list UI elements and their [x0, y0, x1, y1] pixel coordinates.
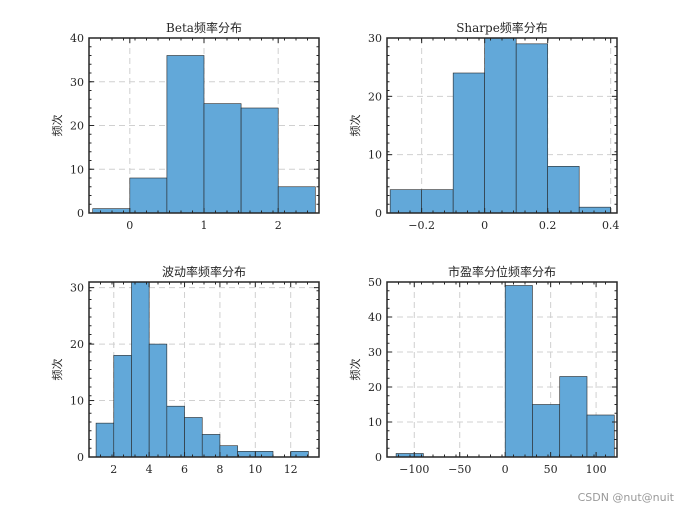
volatility-x-tick-label: 2	[110, 463, 117, 476]
volatility-chart-title: 波动率频率分布	[162, 264, 246, 279]
pe-percentile-y-tick-label: 30	[368, 346, 382, 359]
volatility-y-tick-label: 30	[70, 282, 84, 295]
pe-percentile-y-tick-label: 0	[375, 451, 382, 464]
sharpe-x-tick-label: 0	[481, 219, 488, 232]
volatility-bars	[95, 281, 309, 458]
beta-y-tick-label: 30	[70, 76, 84, 89]
pe-percentile-minor-ticks	[387, 282, 617, 457]
volatility-x-tick-label: 8	[216, 463, 223, 476]
beta-bar-4	[203, 103, 242, 214]
volatility-bar-9	[237, 451, 256, 458]
sharpe-x-tick-label: −0.2	[408, 219, 435, 232]
sharpe-y-tick-label: 30	[368, 32, 382, 45]
beta-x-tick-label: 2	[275, 219, 282, 232]
sharpe-minor-ticks	[387, 38, 617, 213]
pe-percentile-bar-2	[504, 285, 533, 458]
sharpe-chart-title: Sharpe频率分布	[456, 20, 548, 35]
volatility-x-tick-label: 10	[248, 463, 262, 476]
pe-percentile-x-tick-label: −50	[448, 463, 471, 476]
volatility-bar-7	[201, 434, 221, 458]
pe-percentile-x-tick-label: 100	[586, 463, 607, 476]
pe-percentile-y-tick-label: 10	[368, 416, 382, 429]
pe-percentile-x-tick-label: −100	[399, 463, 429, 476]
volatility-bar-2	[113, 355, 132, 458]
volatility-y-axis-label: 频次	[50, 359, 64, 381]
pe-percentile-y-tick-label: 50	[368, 276, 382, 289]
volatility-y-tick-label: 0	[77, 451, 84, 464]
sharpe-bar-4	[484, 37, 517, 214]
volatility-x-tick-label: 6	[181, 463, 188, 476]
volatility-bar-4	[148, 343, 168, 458]
sharpe-y-tick-label: 20	[368, 90, 382, 103]
volatility-bar-8	[219, 445, 238, 458]
sharpe-ticks: −0.2 0 0.2 0.4 0 10 20 30	[368, 32, 619, 232]
pe-percentile-y-tick-label: 40	[368, 311, 382, 324]
beta-y-axis-label: 频次	[50, 115, 64, 137]
beta-y-tick-label: 40	[70, 32, 84, 45]
beta-chart-title: Beta频率分布	[166, 20, 242, 35]
volatility-bar-12	[290, 451, 309, 458]
volatility-y-tick-label: 10	[70, 395, 84, 408]
beta-bar-3	[166, 55, 205, 214]
sharpe-y-axis-label: 频次	[348, 115, 362, 137]
volatility-bar-1	[95, 422, 115, 458]
volatility-ticks: 2 4 6 8 10 12 0 10 20 30	[70, 282, 319, 476]
beta-bars	[92, 55, 316, 214]
sharpe-y-tick-label: 10	[368, 149, 382, 162]
volatility-minor-ticks	[89, 282, 319, 457]
beta-y-tick-label: 20	[70, 120, 84, 133]
sharpe-x-tick-label: 0.2	[539, 219, 557, 232]
pe-percentile-x-tick-label: 50	[544, 463, 558, 476]
beta-bar-6	[277, 186, 316, 214]
sharpe-bar-1	[389, 189, 422, 214]
pe-percentile-chart-title: 市盈率分位频率分布	[448, 264, 556, 279]
watermark-text: CSDN @nut@nuit	[578, 491, 675, 504]
volatility-x-tick-label: 4	[146, 463, 153, 476]
pe-percentile-y-axis-label: 频次	[348, 359, 362, 381]
volatility-bar-10	[255, 451, 274, 458]
beta-x-tick-label: 1	[201, 219, 208, 232]
pe-percentile-bars	[395, 285, 615, 458]
beta-bar-2	[129, 177, 168, 214]
pe-percentile-bar-5	[586, 414, 615, 458]
beta-y-tick-label: 0	[77, 207, 84, 220]
beta-minor-ticks	[89, 38, 319, 213]
pe-percentile-bar-4	[559, 376, 588, 458]
sharpe-bar-2	[421, 189, 454, 214]
sharpe-bar-3	[452, 72, 485, 214]
beta-x-tick-label: 0	[126, 219, 133, 232]
pe-percentile-y-tick-label: 20	[368, 381, 382, 394]
sharpe-bar-6	[547, 166, 580, 214]
pe-percentile-bar-3	[532, 404, 561, 458]
beta-bar-5	[240, 107, 279, 214]
sharpe-x-tick-label: 0.4	[602, 219, 620, 232]
volatility-bar-3	[131, 281, 150, 458]
volatility-y-tick-label: 20	[70, 338, 84, 351]
volatility-bar-5	[166, 405, 185, 458]
pe-percentile-x-tick-label: 0	[502, 463, 509, 476]
sharpe-y-tick-label: 0	[375, 207, 382, 220]
sharpe-bar-5	[515, 43, 548, 214]
volatility-bar-6	[184, 417, 203, 458]
sharpe-bars	[389, 37, 611, 214]
volatility-x-tick-label: 12	[284, 463, 298, 476]
beta-y-tick-label: 10	[70, 163, 84, 176]
